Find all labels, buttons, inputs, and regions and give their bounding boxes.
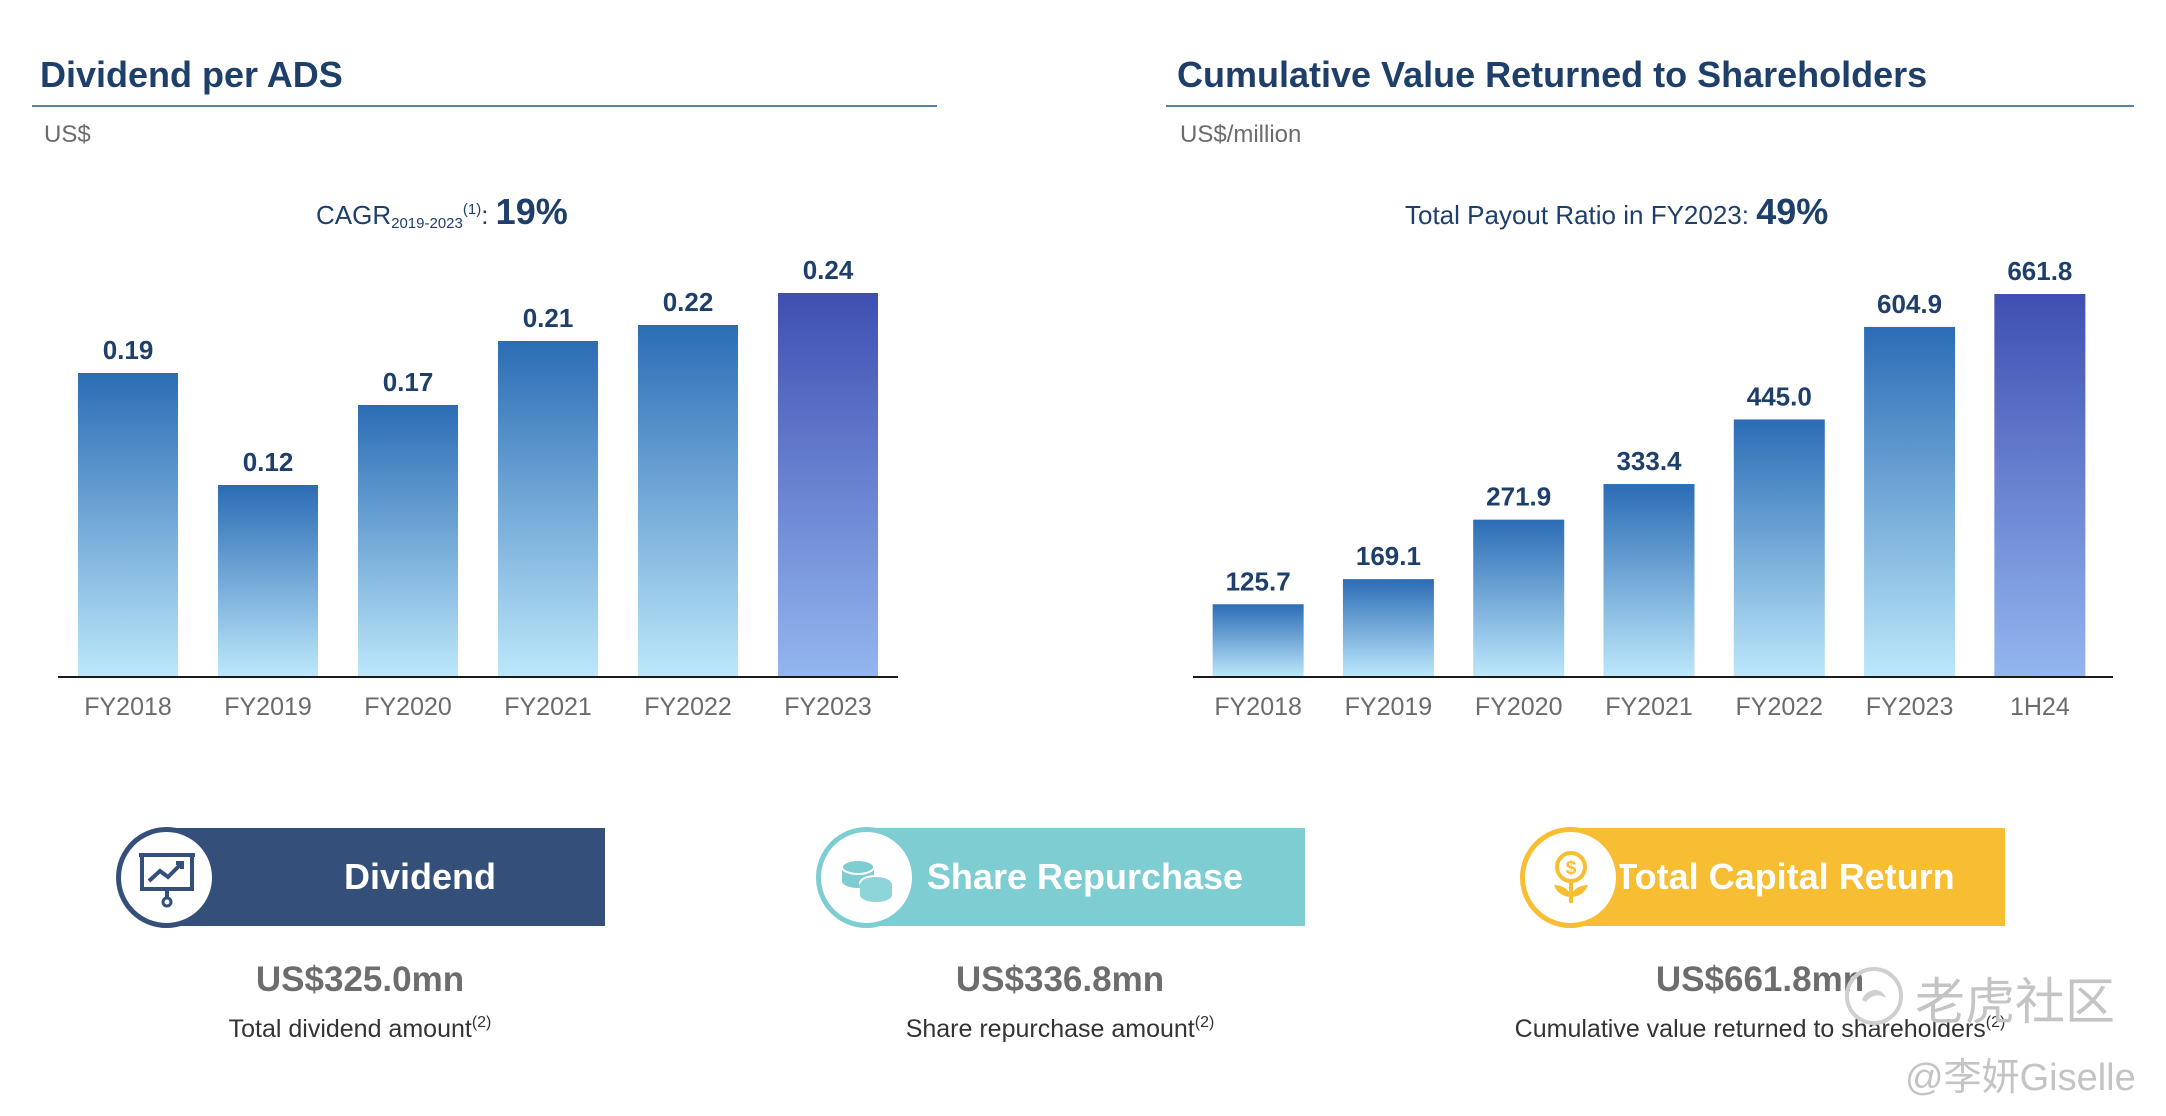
value-label-1H24: 661.8 — [2007, 256, 2072, 286]
share-repurchase-banner: Share Repurchase — [865, 828, 1305, 926]
presentation-chart-icon — [116, 827, 217, 928]
money-plant-icon: $ — [1520, 827, 1621, 928]
payout-headline: Total Payout Ratio in FY2023: 49% — [1405, 191, 1828, 233]
left-panel-title: Dividend per ADS — [40, 54, 343, 95]
watermark-handle: @李妍Giselle — [1905, 1057, 2136, 1099]
total-capital-return-banner: Total Capital Return — [1565, 828, 2005, 926]
dividend-caption: Total dividend amount(2) — [140, 1014, 580, 1044]
value-label-FY2022: 445.0 — [1747, 381, 1812, 411]
cagr-label: CAGR — [316, 200, 392, 230]
watermark-logo-text: 老虎社区 — [1915, 974, 2115, 1030]
tick-label-FY2021: FY2021 — [504, 693, 592, 721]
tick-label-FY2023: FY2023 — [784, 693, 872, 721]
bar-FY2022 — [1733, 419, 1825, 677]
tick-label-FY2018: FY2018 — [1214, 693, 1302, 721]
payout-value: 49% — [1756, 191, 1829, 232]
dividend-amount: US$325.0mn — [255, 960, 465, 999]
dividend-per-ads-chart: 0.19 FY2018 0.12 FY2019 0.17 FY2020 0.21 FY2021… — [58, 255, 898, 721]
coins-icon — [816, 827, 917, 928]
tiger-logo-icon — [1845, 967, 1903, 1025]
value-label-FY2022: 0.22 — [663, 287, 714, 317]
tick-label-FY2020: FY2020 — [364, 693, 452, 721]
tick-label-FY2022: FY2022 — [1736, 693, 1824, 721]
bar-FY2023 — [778, 293, 878, 677]
tick-label-FY2021: FY2021 — [1605, 693, 1693, 721]
value-label-FY2020: 0.17 — [383, 367, 434, 397]
cumulative-value-chart: 125.7 FY2018 169.1 FY2019 271.9 FY2020 333.4 FY… — [1193, 256, 2113, 721]
cagr-footnote: (1) — [462, 201, 482, 218]
dividend-caption-footnote: (2) — [471, 1014, 492, 1031]
bar-FY2019 — [1342, 579, 1434, 677]
share-repurchase-amount: US$336.8mn — [955, 960, 1165, 999]
bar-FY2018 — [1212, 604, 1304, 677]
total-capital-return-banner-label: Total Capital Return — [1615, 856, 1955, 897]
total-capital-return-amount: US$661.8mn — [1655, 960, 1865, 999]
total-capital-return-caption-text: Cumulative value returned to shareholder… — [1514, 1015, 1986, 1043]
bar-FY2023 — [1864, 326, 1956, 677]
left-title-rule — [32, 105, 937, 107]
value-label-FY2023: 604.9 — [1877, 289, 1942, 319]
tick-label-FY2019: FY2019 — [1345, 693, 1433, 721]
dividend-banner-label: Dividend — [343, 856, 496, 897]
share-repurchase-caption: Share repurchase amount(2) — [840, 1014, 1280, 1044]
svg-text:$: $ — [1565, 858, 1576, 879]
value-label-FY2019: 169.1 — [1356, 541, 1421, 571]
value-label-FY2019: 0.12 — [243, 447, 294, 477]
bar-FY2022 — [638, 325, 738, 677]
cagr-period: 2019-2023 — [391, 215, 463, 232]
bar-FY2021 — [498, 341, 598, 677]
tick-label-FY2022: FY2022 — [644, 693, 732, 721]
bar-FY2020 — [1473, 519, 1565, 677]
tick-label-FY2018: FY2018 — [84, 693, 172, 721]
tick-label-FY2023: FY2023 — [1866, 693, 1954, 721]
bar-FY2019 — [218, 485, 318, 677]
tick-label-1H24: 1H24 — [2010, 693, 2070, 721]
cagr-colon: : — [481, 200, 489, 230]
value-label-FY2023: 0.24 — [803, 255, 854, 285]
right-title-rule — [1166, 105, 2134, 107]
value-label-FY2021: 0.21 — [523, 303, 574, 333]
total-capital-return-caption: Cumulative value returned to shareholder… — [1490, 1014, 2030, 1044]
tick-label-FY2020: FY2020 — [1475, 693, 1563, 721]
value-label-FY2020: 271.9 — [1486, 482, 1551, 512]
cagr-value: 19% — [495, 191, 568, 232]
bar-FY2020 — [358, 405, 458, 677]
value-label-FY2021: 333.4 — [1616, 446, 1682, 476]
value-label-FY2018: 125.7 — [1226, 566, 1291, 596]
share-repurchase-banner-label: Share Repurchase — [926, 856, 1244, 897]
bar-FY2018 — [78, 373, 178, 677]
total-capital-return-caption-footnote: (2) — [1985, 1014, 2006, 1031]
dividend-caption-text: Total dividend amount — [228, 1015, 472, 1043]
payout-label: Total Payout Ratio in FY2023: — [1405, 200, 1749, 230]
bar-FY2021 — [1603, 484, 1695, 677]
tick-label-FY2019: FY2019 — [224, 693, 312, 721]
left-unit-label: US$ — [44, 121, 91, 148]
cagr-headline: CAGR2019-2023(1): 19% — [316, 191, 568, 233]
bar-1H24 — [1994, 294, 2086, 677]
dividend-banner: Dividend — [165, 828, 605, 926]
right-panel-title: Cumulative Value Returned to Shareholder… — [1177, 54, 1928, 95]
share-repurchase-caption-text: Share repurchase amount — [905, 1015, 1195, 1043]
value-label-FY2018: 0.19 — [103, 335, 154, 365]
right-unit-label: US$/million — [1180, 121, 1302, 148]
share-repurchase-caption-footnote: (2) — [1194, 1014, 1215, 1031]
